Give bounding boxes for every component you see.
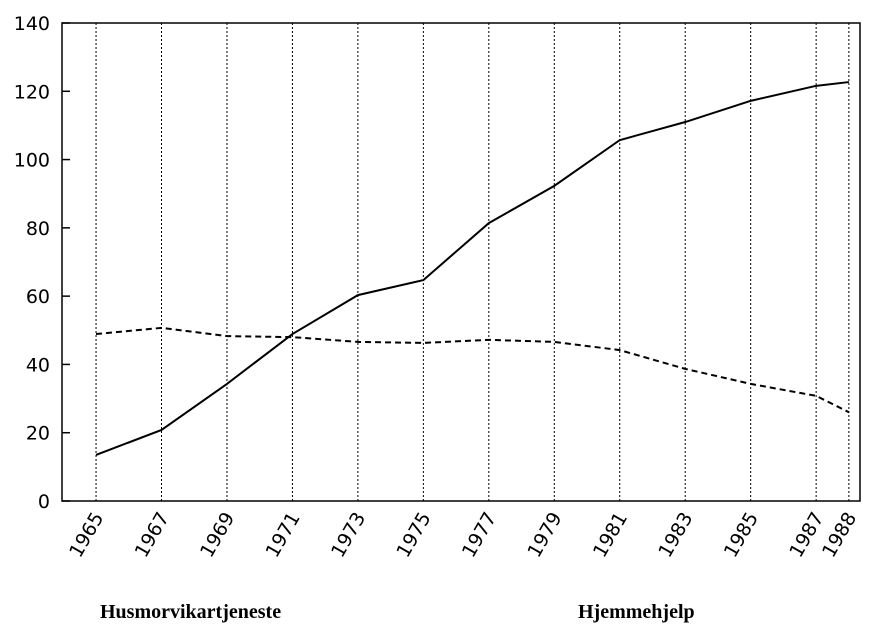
x-tick-label: 1973 — [327, 509, 370, 562]
x-tick-label: 1983 — [654, 509, 697, 562]
y-tick-label: 40 — [26, 354, 50, 376]
y-tick-label: 100 — [14, 150, 50, 172]
plot-frame — [61, 22, 861, 502]
y-tick-label: 80 — [26, 218, 50, 240]
data-line — [95, 326, 850, 414]
x-tick-label: 1975 — [392, 509, 435, 562]
x-tick-label: 1988 — [818, 509, 861, 562]
legend-label: Husmorvikartjeneste — [100, 601, 281, 623]
x-tick-label: 1979 — [523, 509, 566, 562]
x-tick-label: 1977 — [458, 509, 501, 562]
data-line — [95, 81, 849, 456]
y-tick-label: 20 — [26, 423, 50, 445]
y-tick-label: 120 — [14, 81, 50, 103]
x-tick-label: 1981 — [589, 509, 632, 562]
x-tick-label: 1969 — [196, 509, 239, 562]
x-tick-label: 1965 — [65, 509, 108, 562]
x-tick-label: 1967 — [131, 509, 174, 562]
x-tick-label: 1985 — [720, 509, 763, 562]
y-tick-label: 60 — [26, 286, 50, 308]
y-tick-label: 140 — [14, 13, 50, 35]
legend-label: Hjemmehjelp — [578, 601, 695, 623]
y-tick-label: 0 — [38, 491, 50, 513]
x-tick-label: 1971 — [262, 509, 305, 562]
